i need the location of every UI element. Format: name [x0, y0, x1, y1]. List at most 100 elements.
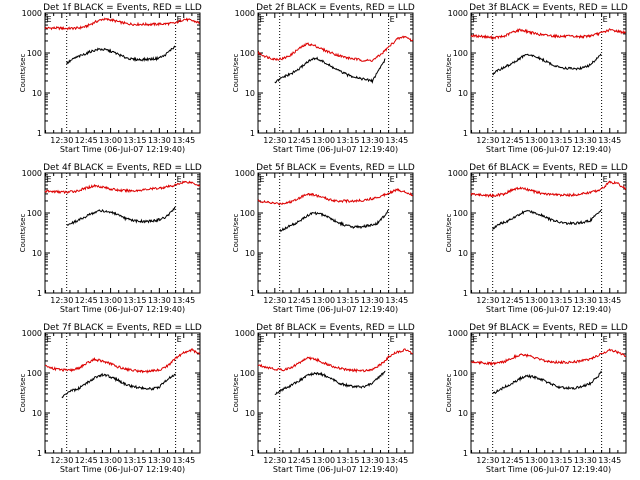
- y-axis-label: Counts/sec: [232, 374, 240, 413]
- event-marker: E: [473, 175, 478, 184]
- x-tick-label: 12:30: [263, 296, 286, 305]
- x-tick-label: 12:45: [288, 296, 311, 305]
- x-tick-label: 13:30: [148, 296, 171, 305]
- x-tick-label: 12:30: [50, 296, 73, 305]
- panel-title: Det 2f BLACK = Events, RED = LLD: [256, 3, 415, 13]
- x-tick-label: 12:45: [75, 296, 98, 305]
- x-tick-label: 13:00: [99, 136, 122, 145]
- y-tick-label: 100: [27, 49, 42, 58]
- x-tick-label: 13:45: [172, 296, 195, 305]
- x-tick-label: 13:00: [312, 456, 335, 465]
- y-tick-label: 10: [32, 409, 42, 418]
- panel-2: Det 2f BLACK = Events, RED = LLD 1 10 100 10…: [232, 3, 415, 154]
- x-axis-label: Start Time (06-Jul-07 12:19:40): [486, 465, 611, 474]
- y-tick-label: 10: [245, 89, 255, 98]
- x-tick-label: 13:30: [148, 136, 171, 145]
- event-marker: E: [177, 175, 182, 184]
- y-tick-label: 1000: [22, 169, 42, 178]
- event-marker: E: [47, 15, 52, 24]
- y-axis-label: Counts/sec: [232, 214, 240, 253]
- y-tick-label: 1000: [448, 169, 468, 178]
- x-tick-label: 12:45: [288, 456, 311, 465]
- y-tick-label: 1: [250, 129, 255, 138]
- event-marker: E: [603, 335, 608, 344]
- lld-series-line: [470, 348, 627, 367]
- plot-frame: [44, 172, 201, 294]
- event-marker: E: [390, 335, 395, 344]
- x-tick-label: 13:45: [598, 456, 621, 465]
- lld-series-line: [44, 17, 200, 31]
- y-tick-label: 100: [27, 209, 42, 218]
- x-tick-label: 12:30: [476, 456, 499, 465]
- events-series-line: [274, 56, 386, 84]
- y-tick-label: 1: [463, 449, 468, 458]
- x-axis-label: Start Time (06-Jul-07 12:19:40): [273, 305, 398, 314]
- y-tick-label: 100: [27, 369, 42, 378]
- x-tick-label: 13:30: [148, 456, 171, 465]
- panel-6: Det 6f BLACK = Events, RED = LLD 1 10 100 10…: [445, 163, 628, 314]
- plot-frame: [470, 12, 627, 134]
- x-tick-label: 12:30: [50, 456, 73, 465]
- plot-frame: [257, 12, 414, 134]
- x-axis-label: Start Time (06-Jul-07 12:19:40): [60, 465, 185, 474]
- x-tick-label: 13:00: [312, 136, 335, 145]
- panel-4: Det 4f BLACK = Events, RED = LLD 1 10 100 10…: [19, 163, 202, 314]
- panel-5: Det 5f BLACK = Events, RED = LLD 1 10 100 10…: [232, 163, 415, 314]
- plot-frame: [470, 172, 627, 294]
- y-tick-label: 100: [240, 369, 255, 378]
- x-tick-label: 13:30: [361, 136, 384, 145]
- y-tick-label: 100: [453, 49, 468, 58]
- panel-8: Det 8f BLACK = Events, RED = LLD 1 10 100 10…: [232, 323, 415, 474]
- x-tick-label: 13:15: [549, 456, 572, 465]
- y-axis-label: Counts/sec: [445, 374, 453, 413]
- x-tick-label: 13:00: [525, 456, 548, 465]
- x-tick-label: 13:45: [172, 456, 195, 465]
- x-tick-label: 12:30: [476, 296, 499, 305]
- plot-frame: [44, 12, 201, 134]
- y-tick-label: 1000: [22, 9, 42, 18]
- y-tick-label: 10: [458, 409, 468, 418]
- x-tick-label: 12:45: [501, 296, 524, 305]
- x-tick-label: 13:30: [361, 456, 384, 465]
- lld-series-line: [44, 347, 201, 374]
- y-tick-label: 1000: [235, 169, 255, 178]
- y-axis-label: Counts/sec: [19, 214, 27, 253]
- x-tick-label: 13:30: [361, 296, 384, 305]
- x-axis-label: Start Time (06-Jul-07 12:19:40): [60, 145, 185, 154]
- y-axis-label: Counts/sec: [19, 54, 27, 93]
- y-tick-label: 100: [453, 209, 468, 218]
- y-tick-label: 1: [250, 449, 255, 458]
- panel-1: Det 1f BLACK = Events, RED = LLD 1 10 100 10…: [19, 3, 202, 154]
- x-tick-label: 13:15: [549, 296, 572, 305]
- y-tick-label: 1000: [22, 329, 42, 338]
- lld-series-line: [470, 180, 627, 198]
- event-marker: E: [177, 335, 182, 344]
- x-tick-label: 13:00: [525, 296, 548, 305]
- event-marker: E: [260, 335, 265, 344]
- y-tick-label: 1: [37, 289, 42, 298]
- event-marker: E: [260, 175, 265, 184]
- x-tick-label: 13:45: [172, 136, 195, 145]
- events-series-line: [61, 372, 176, 399]
- event-marker: E: [390, 15, 395, 24]
- event-marker: E: [473, 15, 478, 24]
- event-marker: E: [260, 15, 265, 24]
- event-marker: E: [47, 175, 52, 184]
- x-tick-label: 12:30: [263, 456, 286, 465]
- panel-7: Det 7f BLACK = Events, RED = LLD 1 10 100 10…: [19, 323, 202, 474]
- x-tick-label: 13:30: [574, 296, 597, 305]
- x-tick-label: 13:45: [385, 296, 408, 305]
- y-tick-label: 10: [245, 249, 255, 258]
- y-tick-label: 1000: [448, 9, 468, 18]
- x-tick-label: 13:45: [385, 456, 408, 465]
- x-tick-label: 12:30: [476, 136, 499, 145]
- y-tick-label: 10: [245, 409, 255, 418]
- y-tick-label: 1000: [235, 329, 255, 338]
- x-axis-label: Start Time (06-Jul-07 12:19:40): [486, 305, 611, 314]
- x-tick-label: 12:45: [501, 136, 524, 145]
- x-tick-label: 13:00: [99, 456, 122, 465]
- events-series-line: [66, 206, 176, 226]
- x-tick-label: 13:15: [123, 296, 146, 305]
- event-marker: E: [390, 175, 395, 184]
- x-tick-label: 13:00: [99, 296, 122, 305]
